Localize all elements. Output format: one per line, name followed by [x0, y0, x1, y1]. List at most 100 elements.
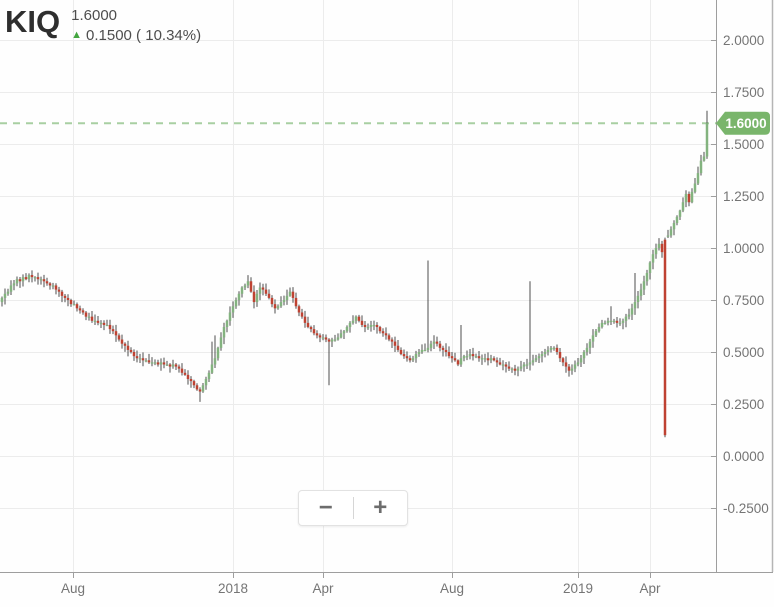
candle	[9, 285, 13, 292]
candle	[396, 345, 400, 350]
y-axis-label: 1.0000	[723, 241, 764, 256]
candle	[276, 306, 280, 309]
candle	[606, 320, 610, 323]
candle	[354, 316, 358, 321]
y-axis-label: 2.0000	[723, 33, 764, 48]
candle	[126, 345, 130, 350]
candle	[435, 341, 439, 344]
candle	[453, 358, 457, 361]
candle	[63, 295, 67, 298]
candle	[657, 243, 661, 248]
candle	[630, 308, 634, 315]
candle	[468, 354, 472, 357]
candle	[363, 324, 367, 328]
candle	[465, 356, 469, 358]
candle	[672, 223, 676, 230]
y-axis-label: 1.2500	[723, 189, 764, 204]
candle	[648, 262, 652, 273]
candle	[687, 193, 691, 203]
ticker-symbol: KIQ	[5, 4, 61, 39]
zoom-in-button[interactable]: +	[373, 494, 388, 521]
candle	[93, 320, 97, 322]
candle	[144, 360, 148, 362]
candle	[27, 275, 31, 280]
candle	[54, 285, 58, 290]
candle	[675, 216, 679, 224]
candle	[390, 339, 394, 342]
candle	[39, 279, 43, 281]
candle	[471, 354, 475, 357]
y-axis-label: 0.0000	[723, 449, 764, 464]
x-axis-label: Apr	[639, 581, 661, 596]
candle	[321, 337, 325, 339]
candle	[705, 123, 709, 157]
candle	[165, 364, 169, 366]
y-axis-label: -0.2500	[723, 501, 769, 516]
candle	[33, 277, 37, 279]
candle	[426, 347, 430, 350]
candle	[177, 366, 181, 369]
candle	[270, 297, 274, 305]
candle	[663, 239, 667, 436]
candle	[21, 277, 25, 282]
zoom-divider	[352, 497, 354, 519]
candle	[582, 352, 586, 359]
candle	[483, 358, 487, 360]
candle	[36, 277, 40, 280]
candle	[669, 229, 673, 236]
candle	[42, 279, 46, 282]
candle	[327, 339, 331, 342]
candle	[456, 360, 460, 365]
candle	[438, 343, 442, 348]
candle	[576, 362, 580, 365]
candle	[522, 364, 526, 367]
candle	[120, 339, 124, 344]
candle	[639, 289, 643, 296]
candle	[447, 352, 451, 357]
candle	[651, 254, 655, 263]
candle	[432, 341, 436, 344]
candle	[81, 310, 85, 313]
candle	[288, 291, 292, 296]
candle	[237, 293, 241, 300]
y-axis-label: 1.7500	[723, 85, 764, 100]
candle	[312, 329, 316, 334]
candle	[420, 349, 424, 352]
candle	[279, 302, 283, 307]
candle	[504, 364, 508, 367]
candle	[90, 316, 94, 321]
y-axis-label: 0.7500	[723, 293, 764, 308]
candle	[405, 356, 409, 359]
candle	[516, 368, 520, 371]
candle	[213, 358, 217, 365]
candle	[51, 285, 55, 287]
candle	[564, 362, 568, 367]
candle	[183, 372, 187, 375]
candle	[105, 324, 109, 327]
candle	[153, 362, 157, 364]
candle	[375, 324, 379, 328]
up-arrow-icon: ▲	[71, 29, 83, 42]
quote-header: KIQ 1.6000 ▲ 0.1500 ( 10.34%)	[5, 4, 201, 45]
candle	[513, 368, 517, 371]
y-axis-label: 0.5000	[723, 345, 764, 360]
candle	[303, 316, 307, 323]
candle	[216, 347, 220, 359]
candle	[351, 320, 355, 323]
zoom-out-button[interactable]: −	[318, 494, 333, 521]
candle	[594, 331, 598, 336]
candle	[492, 358, 496, 361]
candle	[231, 306, 235, 313]
candle	[387, 335, 391, 340]
y-axis-label: 1.5000	[723, 137, 764, 152]
candle	[192, 381, 196, 386]
candle	[57, 289, 61, 292]
candle	[189, 379, 193, 382]
candle	[642, 281, 646, 290]
candle	[285, 295, 289, 300]
candle	[294, 297, 298, 307]
candle	[117, 335, 121, 340]
candle	[66, 297, 70, 300]
candle	[384, 333, 388, 336]
